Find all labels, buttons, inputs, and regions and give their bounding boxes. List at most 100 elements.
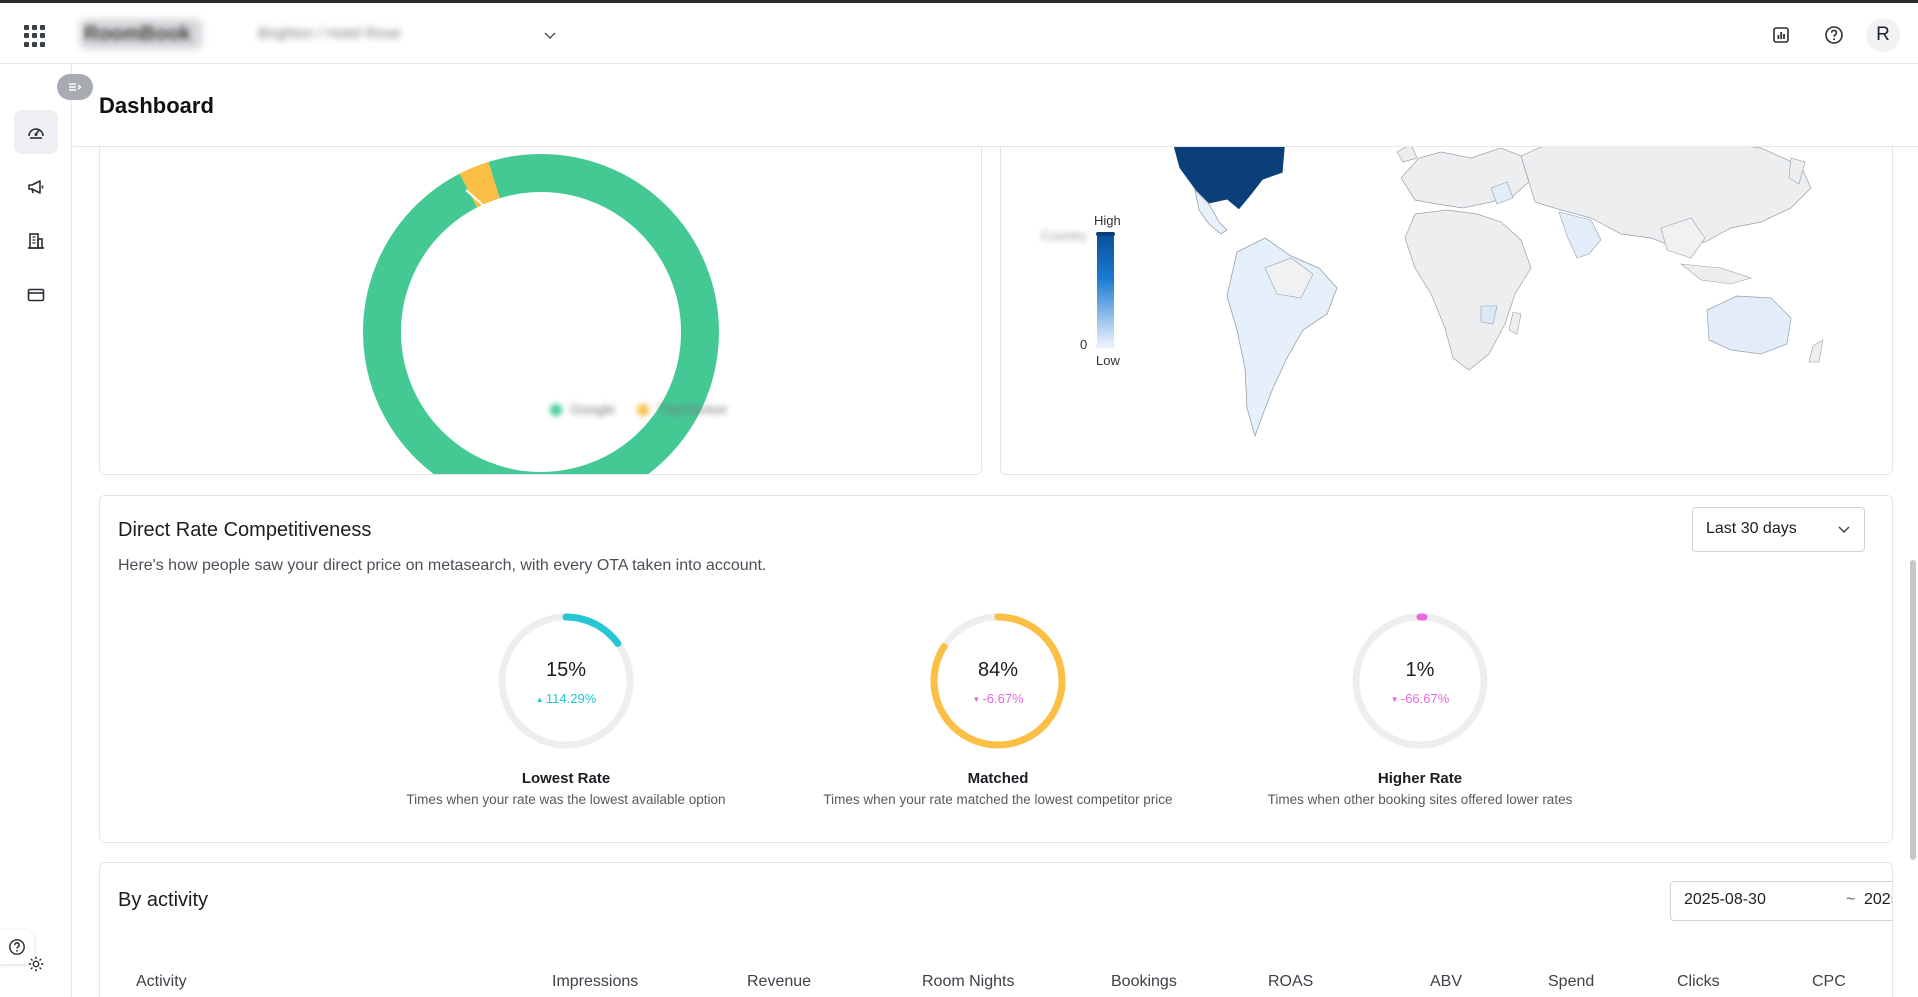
rate-competitiveness-card: Direct Rate Competitiveness Here's how p… [99,495,1893,843]
column-header-roas[interactable]: ROAS [1268,973,1314,990]
gauge-matched: 84% ▼ -6.67% [928,611,1068,751]
help-circle-icon [9,939,25,955]
map-legend-zero: 0 [1080,337,1088,352]
date-range-select[interactable]: Last 30 days [1692,507,1865,552]
report-icon[interactable] [1769,23,1793,47]
column-header-abv[interactable]: ABV [1430,973,1463,990]
column-header-spend[interactable]: Spend [1548,973,1595,990]
region-africa [1404,209,1532,371]
country-china-south [1660,217,1706,259]
country-usa [1172,147,1286,211]
metric-title-lowest-rate: Lowest Rate [521,770,611,787]
donut-segment-google [363,154,719,474]
help-widget-button[interactable] [0,930,34,964]
legend-dot-google [550,404,562,417]
column-header-impressions[interactable]: Impressions [552,973,639,990]
gauge-delta-matched: ▼ -6.67% [928,691,1068,706]
sidebar-item-dashboard[interactable] [14,110,58,154]
column-header-room-nights[interactable]: Room Nights [922,973,1015,990]
chevron-down-icon [542,27,558,48]
sidebar-item-campaigns[interactable] [14,165,58,209]
country-uk [1396,147,1418,163]
country-tanzania [1480,305,1498,325]
legend-dot-tripadvisor [637,404,650,417]
legend-item-google[interactable]: Google [550,401,615,417]
activity-date-range-picker[interactable]: 2025-08-30 ~ 2025-09-28 [1670,881,1892,921]
donut-segment-tripadvisor [459,161,501,208]
column-header-bookings[interactable]: Bookings [1111,973,1177,990]
country-turkey [1490,181,1514,205]
metric-title-higher-rate: Higher Rate [1377,770,1463,787]
activity-title: By activity [118,889,209,911]
column-header-activity[interactable]: Activity [136,973,187,990]
country-venezuela [1264,257,1314,299]
region-greenland [1316,147,1347,154]
map-scale-handle-top [1096,232,1115,236]
settings-gear-icon[interactable] [24,952,48,976]
gauge-arc-lowest-rate [498,613,634,749]
hotel-selector[interactable]: Brighton / Hotel Rose [250,19,570,51]
column-header-clicks[interactable]: Clicks [1677,973,1720,990]
sidebar-collapse-button[interactable] [57,74,93,100]
dashboard-content: Google TripAdvisor [73,147,1918,997]
sidebar-item-billing[interactable] [14,273,58,317]
map-color-scale [1097,234,1114,345]
gauge-percent-matched: 84% [977,659,1019,681]
gauge-higher-rate: 1% ▼ -66.67% [1350,611,1490,751]
date-to: 2025-09-28 [1864,891,1892,908]
delta-down-arrow-icon: ▼ [1390,695,1401,705]
column-header-revenue[interactable]: Revenue [747,973,812,990]
region-asia [1520,147,1812,249]
donut-segment-gap [465,189,485,207]
avatar[interactable]: R [1866,18,1900,52]
world-map[interactable] [1001,147,1893,475]
activity-card: By activity 2025-08-30 ~ 2025-09-28 Acti… [99,862,1893,997]
page-title: Dashboard [99,93,214,118]
metric-desc-lowest-rate: Times when your rate was the lowest avai… [406,792,726,807]
gauge-lowest-rate: 15% ▲ 114.29% [496,611,636,751]
country-india [1558,211,1602,259]
country-madagascar [1508,311,1522,335]
column-header-cpc[interactable]: CPC [1812,973,1846,990]
credit-card-icon [27,288,45,302]
country-australia [1706,295,1792,355]
page-scrollbar[interactable] [1910,560,1916,860]
top-bar: RoomBook Brighton / Hotel Rose R [0,0,1918,64]
collapse-icon [69,83,82,91]
gauge-delta-lowest-rate: ▲ 114.29% [496,691,636,706]
gauge-arc-higher-rate [1352,613,1488,749]
gauge-percent-higher-rate: 1% [1405,659,1435,681]
hotel-selector-label: Brighton / Hotel Rose [258,25,401,42]
sidebar-item-properties[interactable] [14,219,58,263]
app-grid-icon[interactable] [24,25,46,47]
delta-up-arrow-icon: ▲ [535,695,546,705]
map-legend-high: High [1094,213,1121,228]
bookings-map-card: High 0 Low Country [1000,147,1893,475]
chevron-down-icon [1836,521,1852,542]
date-range-value: Last 30 days [1706,520,1797,537]
date-separator: ~ [1846,891,1856,908]
help-icon[interactable] [1822,23,1846,47]
brand-logo[interactable] [80,19,202,49]
metric-title-matched: Matched [967,770,1029,787]
channel-donut-chart [363,154,719,474]
megaphone-icon [28,180,44,194]
delta-value: 114.29% [545,691,597,706]
region-south-america [1226,237,1338,438]
map-scale-handle-bottom [1096,344,1115,348]
sidebar [0,64,72,997]
dashboard-gauge-icon [28,128,44,139]
page-header: Dashboard [73,65,1918,147]
gauge-delta-higher-rate: ▼ -66.67% [1350,691,1490,706]
donut-legend: Google TripAdvisor [550,401,727,417]
country-mexico [1194,188,1228,235]
metric-desc-higher-rate: Times when other booking sites offered l… [1267,792,1573,807]
channel-donut-card: Google TripAdvisor [99,147,982,475]
country-new-zealand [1808,339,1824,363]
map-legend-low: Low [1096,353,1120,368]
legend-item-tripadvisor[interactable]: TripAdvisor [637,401,727,417]
rate-competitiveness-title: Direct Rate Competitiveness [118,519,372,541]
delta-value: -6.67% [982,691,1024,706]
country-indonesia [1680,263,1752,285]
gauge-arc-matched [930,613,1066,749]
